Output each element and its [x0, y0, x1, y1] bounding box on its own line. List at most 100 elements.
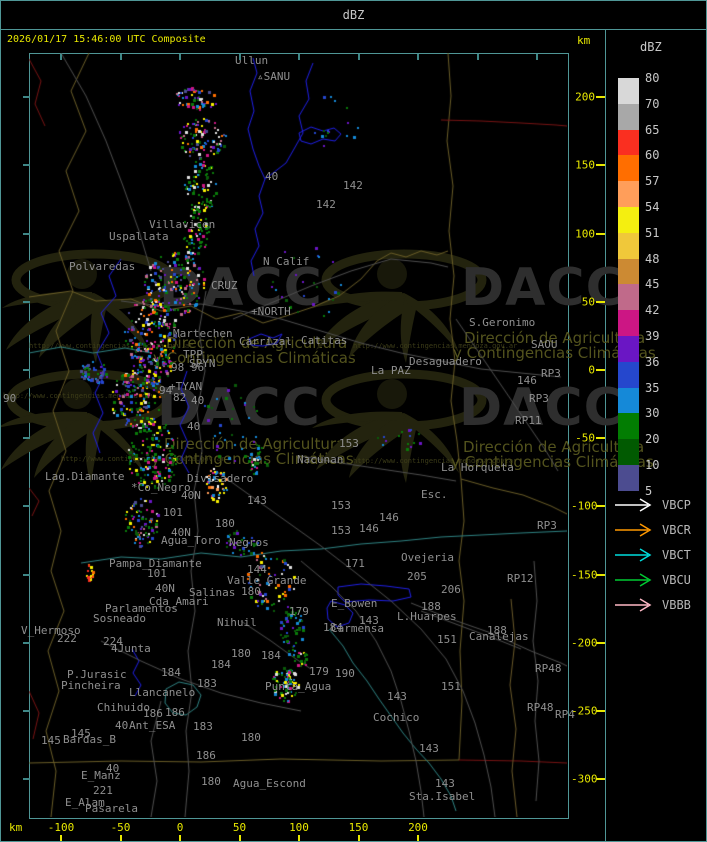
map-label: RP3	[537, 519, 557, 532]
map-label: 184	[261, 649, 281, 662]
colorbar-title: dBZ	[640, 40, 662, 54]
map-label: V_Hermoso	[21, 624, 81, 637]
map-label: Cochico	[373, 711, 420, 724]
map-label: Llancanelo	[129, 686, 196, 699]
vector-legend-row: VBCT	[614, 545, 691, 565]
map-label: 180	[215, 517, 235, 530]
panel-divider	[605, 30, 606, 841]
map-label: 180	[241, 585, 261, 598]
x-axis-tick-mark	[179, 835, 181, 841]
vector-arrow-icon	[615, 598, 652, 612]
page-title: dBZ	[342, 8, 365, 22]
map-label: 221	[93, 784, 113, 797]
map-label: 142	[316, 198, 336, 211]
map-label: 98 96	[171, 361, 205, 374]
y-axis-tick-mark	[596, 710, 605, 712]
x-axis-tick-mark	[417, 835, 419, 841]
plot-left-tick	[23, 300, 30, 303]
x-axis-tick-label: -50	[110, 821, 131, 834]
map-label: Sta.Isabel	[409, 790, 476, 803]
vector-arrow-icon	[615, 498, 652, 512]
map-label: 153	[339, 437, 359, 450]
map-label: 151	[441, 680, 461, 693]
vector-legend-label: VBCU	[662, 573, 691, 587]
map-label: 184	[211, 658, 231, 671]
map-label: 180	[231, 647, 251, 660]
map-label: Polvaredas	[69, 260, 136, 273]
map-label: RP4	[555, 708, 575, 721]
map-label: *Co_Negro	[131, 481, 191, 494]
x-axis-tick-label: 100	[289, 821, 309, 834]
colorbar-swatch	[618, 387, 639, 414]
y-axis-tick-label: 50	[581, 295, 595, 309]
colorbar-swatch	[618, 361, 639, 389]
map-label: N Calif	[263, 255, 310, 268]
map-label: Pincheira	[61, 679, 121, 692]
colorbar-tick-label: 10	[645, 458, 660, 472]
y-axis-tick-label: 200	[575, 90, 595, 104]
colorbar-tick-label: 60	[645, 148, 660, 163]
map-label: CRUZ	[211, 279, 238, 292]
map-label: Pasarela	[85, 802, 138, 815]
map-label: Lag.Diamante	[45, 470, 125, 483]
map-label: 222	[57, 632, 77, 645]
map-label: Negros	[229, 536, 269, 549]
map-label: 40N	[155, 582, 175, 595]
x-axis-tick-label: 0	[176, 821, 184, 834]
x-axis-tick-label: -100	[47, 821, 75, 834]
map-label: 224	[103, 635, 123, 648]
colorbar-tick-label: 45	[645, 277, 660, 292]
map-label: 180	[241, 731, 261, 744]
map-label: Bardas_B	[63, 733, 116, 746]
map-label: 145	[41, 734, 61, 747]
map-label: Nihuil	[217, 616, 257, 629]
y-axis-tick-label: -50	[575, 431, 595, 445]
map-label: Esc.	[421, 488, 448, 501]
map-label: 146	[379, 511, 399, 524]
map-label: 153	[331, 524, 351, 537]
y-axis-tick-label: -250	[571, 704, 598, 718]
vector-arrow-icon	[615, 523, 652, 537]
map-label: Agua_Escond	[233, 777, 306, 790]
map-label: L.Huarpes	[397, 610, 457, 623]
map-label: 145	[71, 727, 91, 740]
vector-legend-label: VBCT	[662, 548, 691, 562]
map-label: 40	[187, 420, 201, 433]
map-label: 188	[487, 624, 507, 637]
y-axis-tick-label: -300	[571, 772, 598, 786]
map-label: 180	[201, 775, 221, 788]
plot-left-tick	[23, 369, 30, 371]
colorbar-swatch	[618, 439, 639, 466]
y-axis-tick-label: 100	[575, 227, 595, 241]
vector-legend-row: VBBB	[614, 595, 691, 615]
map-label: 186	[165, 706, 185, 719]
map-label: 40	[191, 394, 205, 407]
map-label: RP48	[527, 701, 554, 714]
plot-top-tick	[298, 54, 300, 60]
map-label: 101	[147, 567, 167, 580]
x-axis-tick-mark	[238, 835, 241, 841]
map-label: Parlamentos	[105, 602, 178, 615]
map-label: Martechen	[173, 327, 233, 340]
colorbar-tick-label: 35	[645, 380, 660, 395]
plot-top-tick	[119, 54, 122, 60]
colorbar-tick-label: 80	[645, 71, 660, 85]
map-label: SAOU	[531, 338, 558, 351]
y-axis-tick-mark	[596, 232, 605, 235]
map-label: 183	[193, 720, 213, 733]
map-label: 188	[421, 600, 441, 613]
map-label: 151	[437, 633, 457, 646]
vector-arrow-icon	[615, 573, 652, 587]
plot-left-tick	[23, 437, 30, 440]
colorbar-swatch	[618, 232, 639, 260]
vector-legend-label: VBCR	[662, 523, 691, 537]
map-label: Uspallata	[109, 230, 169, 243]
map-label: 94	[159, 384, 173, 397]
map-label: +NORTH	[251, 305, 291, 318]
map-label: 179	[309, 665, 329, 678]
map-label: RP12	[507, 572, 534, 585]
colorbar-swatch	[618, 129, 639, 156]
map-label: SPYN	[189, 357, 216, 370]
map-label: 40	[115, 719, 129, 732]
map-label: 183	[197, 677, 217, 690]
